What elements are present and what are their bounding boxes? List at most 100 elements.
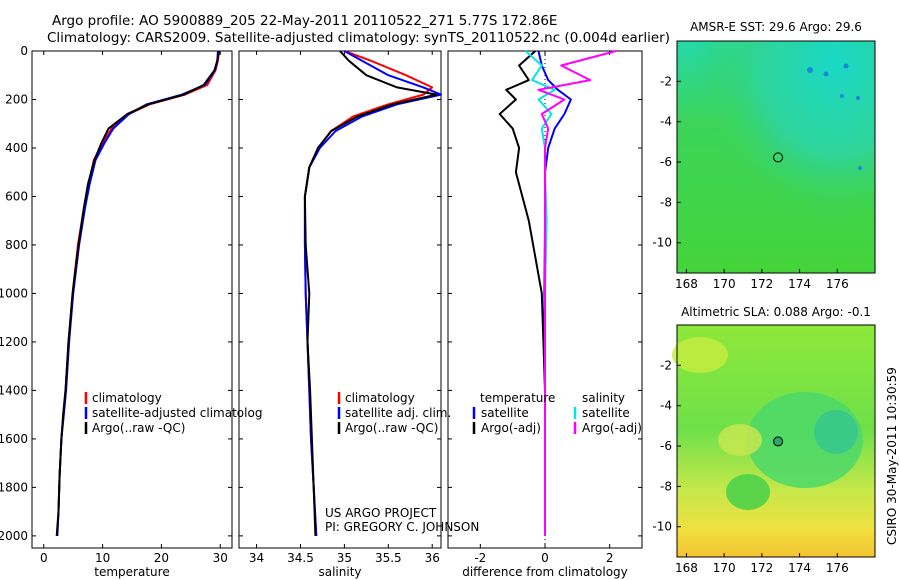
salinity-x-tick-label: 36 (425, 551, 440, 565)
salinity-panel: 34 34.5 35 35.5 36 salinity (238, 50, 442, 579)
sst_map-x-tick-label: 176 (826, 277, 849, 291)
sla-map-title: Altimetric SLA: 0.088 Argo: -0.1 (681, 305, 871, 319)
sst-map-axes: 168 170 172 174 176 -2 -4 -6 -8 -10 (652, 40, 876, 291)
difference-series-salinity-argo-adj (537, 50, 617, 536)
sla-low-patch (726, 474, 770, 510)
depth-tick-label: 1200 (0, 335, 28, 349)
difference-x-axis-label: difference from climatology (462, 565, 628, 579)
sst-island-patch (840, 94, 844, 98)
sla-low-core (814, 410, 858, 454)
depth-tick-label: 200 (5, 92, 28, 106)
legend-label-sal-argo: Argo(-adj) (582, 421, 642, 435)
argo-float-location-marker (773, 436, 784, 447)
project-credit: US ARGO PROJECT (325, 506, 437, 520)
sla_map-y-tick-label: -4 (660, 399, 672, 413)
depth-tick-label: 600 (5, 189, 28, 203)
sst_map-x-tick-label: 174 (788, 277, 811, 291)
temperature-x-tick-label: 30 (213, 551, 228, 565)
sst-island-patch (856, 96, 860, 100)
legend-label-temp-satellite: satellite (481, 406, 529, 420)
legend-title-temperature: temperature (480, 391, 555, 405)
difference-legend: temperature satellite Argo(-adj) salinit… (472, 391, 642, 435)
temperature-series-satellite-adjusted-climatology (56, 50, 219, 536)
temperature-series-climatology (56, 50, 221, 536)
salinity-x-tick-label: 34.5 (287, 551, 314, 565)
sst-island-patch (843, 63, 849, 69)
pi-credit: PI: GREGORY C. JOHNSON (325, 520, 479, 534)
legend-label-satellite: satellite-adjusted climatolog (92, 406, 262, 420)
sst_map-y-tick-label: -6 (660, 155, 672, 169)
salinity-legend: climatology satellite adj. clim. Argo(..… (337, 391, 451, 435)
sst-island-patch (807, 67, 813, 73)
sla_map-x-tick-label: 170 (713, 561, 736, 575)
sla_map-x-tick-label: 174 (788, 561, 811, 575)
sla_map-x-tick-label: 176 (826, 561, 849, 575)
timestamp-stamp: CSIRO 30-May-2011 10:30:59 (885, 367, 899, 545)
legend-label-climatology: climatology (345, 391, 415, 405)
salinity-x-tick-label: 35.5 (375, 551, 402, 565)
depth-tick-label: 0 (20, 44, 28, 58)
salinity-series-climatology (303, 50, 434, 536)
difference-series-temperature-argo-adj (498, 50, 546, 536)
difference-series-temperature-satellite (537, 50, 572, 536)
legend-label-temp-argo: Argo(-adj) (481, 421, 541, 435)
depth-tick-label: 400 (5, 141, 28, 155)
salinity-x-tick-label: 34 (249, 551, 264, 565)
sla_map-x-tick-label: 168 (675, 561, 698, 575)
salinity-x-tick-label: 35 (337, 551, 352, 565)
depth-tick-label: 2000 (0, 529, 28, 543)
sla_map-y-tick-label: -8 (660, 479, 672, 493)
sst_map-y-tick-label: -8 (660, 195, 672, 209)
temperature-panel: 0 10 20 30 0 200 400 600 800 1000 1200 1400 1600 1800… (0, 44, 233, 579)
temperature-series-argo-raw-qc (55, 50, 221, 536)
salinity-series-satellite-adj-clim (303, 50, 442, 536)
sst-map (677, 41, 875, 273)
sst_map-x-tick-label: 170 (713, 277, 736, 291)
depth-tick-label: 1800 (0, 480, 28, 494)
temperature-x-axis-label: temperature (94, 565, 169, 579)
difference-x-tick-label: 2 (606, 551, 614, 565)
figure-title-line2: Climatology: CARS2009. Satellite-adjuste… (47, 30, 670, 46)
salinity-series-argo-raw-qc (303, 50, 438, 536)
sla_map-x-tick-label: 172 (750, 561, 773, 575)
sst_map-y-tick-label: -10 (652, 236, 672, 250)
sst-island-patch (823, 71, 829, 77)
legend-label-sal-satellite: satellite (582, 406, 630, 420)
sla_map-y-tick-label: -2 (660, 358, 672, 372)
depth-tick-label: 800 (5, 238, 28, 252)
sla_map-frame (676, 324, 876, 558)
sst_map-x-tick-label: 172 (750, 277, 773, 291)
sla_map-y-tick-label: -6 (660, 439, 672, 453)
sla-high-patch (718, 424, 762, 456)
sst_map-frame (676, 40, 876, 274)
legend-label-climatology: climatology (92, 391, 162, 405)
sla-map-axes: 168 170 172 174 176 -2 -4 -6 -8 -10 (652, 324, 876, 575)
argo-float-location-marker (773, 152, 784, 163)
difference-series-salinity-satellite (524, 50, 556, 536)
temperature-legend: climatology satellite-adjusted climatolo… (84, 391, 262, 435)
sst-map-title: AMSR-E SST: 29.6 Argo: 29.6 (690, 20, 862, 34)
sla-high-patch (672, 337, 728, 373)
temperature-x-tick-label: 0 (40, 551, 48, 565)
sst_map-x-tick-label: 168 (675, 277, 698, 291)
sst-warm-region (677, 41, 875, 273)
legend-label-argo: Argo(..raw -QC) (92, 421, 185, 435)
sla_map-y-tick-label: -10 (652, 520, 672, 534)
sst_map-y-tick-label: -4 (660, 115, 672, 129)
legend-label-satellite: satellite adj. clim. (345, 406, 451, 420)
depth-tick-label: 1000 (0, 286, 28, 300)
temperature-x-tick-label: 20 (154, 551, 169, 565)
difference-x-tick-label: -2 (474, 551, 486, 565)
legend-title-salinity: salinity (582, 391, 625, 405)
temperature-plot-frame (31, 50, 233, 549)
sst_map-y-tick-label: -2 (660, 74, 672, 88)
difference-x-tick-label: 0 (541, 551, 549, 565)
sst-island-patch (858, 166, 862, 170)
depth-tick-label: 1400 (0, 383, 28, 397)
legend-label-argo: Argo(..raw -QC) (345, 421, 438, 435)
depth-tick-label: 1600 (0, 432, 28, 446)
figure-title-line1: Argo profile: AO 5900889_205 22-May-2011… (52, 13, 557, 29)
temperature-x-tick-label: 10 (95, 551, 110, 565)
